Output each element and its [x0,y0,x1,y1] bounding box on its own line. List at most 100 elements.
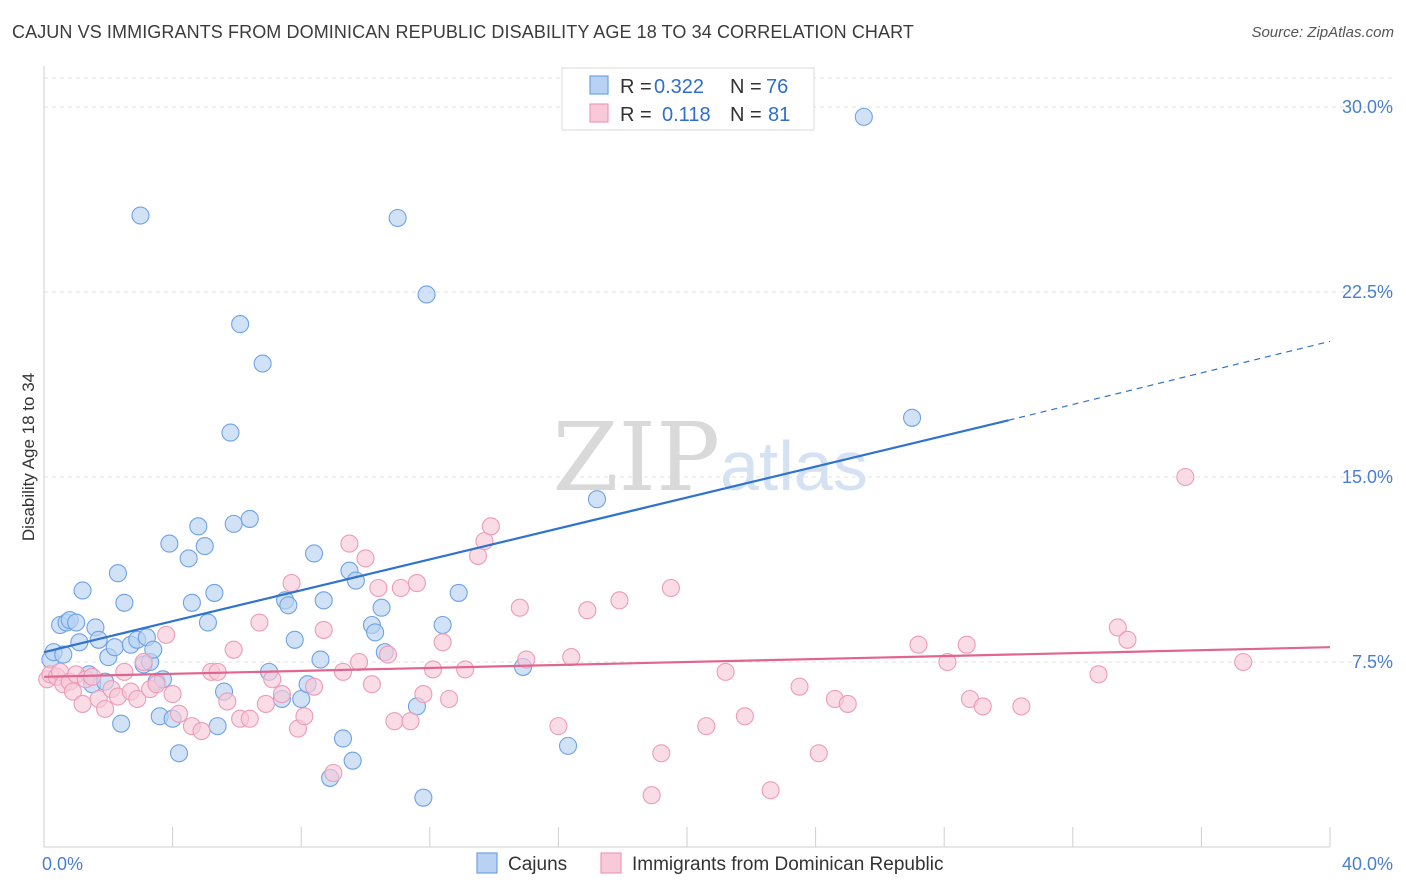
cajun-point-3 [54,645,73,664]
legend-swatch-dominican [589,103,609,123]
dominican-point-20 [147,675,166,694]
legend-n-value-2: 81 [768,104,790,126]
cajun-point-40 [221,423,240,442]
cajun-point-67 [417,285,436,304]
cajun-point-37 [205,583,224,602]
dominican-point-86 [1118,630,1137,649]
y-axis-label: Disability Age 18 to 34 [19,373,38,541]
cajun-point-52 [305,544,324,563]
legend-r-value-2: 0.118 [662,104,711,126]
bottom-legend-swatch-dominican [600,852,622,874]
dominican-point-15 [115,662,134,681]
cajun-point-31 [169,744,189,763]
cajun-point-21 [131,206,150,225]
dominican-point-62 [517,650,536,669]
dominican-point-43 [340,534,359,553]
x-tick-label-min: 0.0% [42,854,83,874]
cajun-point-35 [195,537,214,556]
cajun-point-61 [366,623,385,642]
series-legend: Cajuns Immigrants from Dominican Republi… [476,852,944,875]
dominican-point-21 [157,625,176,644]
dominican-point-28 [218,692,237,711]
watermark: ZIP [553,403,720,513]
x-tick-label-max: 40.0% [1342,854,1393,874]
cajun-point-38 [208,717,227,736]
dominican-point-56 [440,689,459,709]
cajun-point-48 [279,596,298,615]
cajun-point-71 [558,736,578,755]
dominican-point-49 [385,712,404,731]
dominican-point-73 [761,781,780,800]
dominican-point-17 [128,689,147,709]
cajun-point-64 [388,208,407,228]
dominican-point-6 [63,682,82,701]
gridlines [44,77,1393,663]
watermark-atlas: atlas [720,427,868,505]
dominican-point-63 [549,717,568,736]
cajun-point-44 [253,354,272,373]
dominican-point-39 [305,677,324,696]
dominican-point-53 [414,685,433,704]
y-tick-label-3: 30.0% [1342,97,1393,117]
legend-swatch-cajuns [589,75,609,95]
dominican-point-64 [562,648,581,667]
cajun-trend-line [43,419,1009,654]
dominican-point-55 [433,633,452,652]
cajun-point-54 [314,591,333,610]
bottom-legend-label-dominican: Immigrants from Dominican Republic [632,854,944,875]
dominican-point-52 [407,574,426,593]
cajun-point-36 [198,613,218,632]
dominican-point-25 [192,722,211,741]
dominican-point-51 [401,712,420,731]
dominican-trend-line [43,646,1331,678]
cajun-point-56 [333,729,353,748]
dominican-point-67 [642,786,661,805]
cajun-point-6 [67,613,86,632]
dominican-point-85 [1108,618,1127,637]
dominican-point-74 [790,677,809,696]
dominican-point-45 [356,549,375,568]
cajun-point-66 [414,788,433,807]
legend-r-value-1: 0.322 [654,76,704,98]
correlation-legend: R = 0.322 N = 76 R = 0.118 N = 81 [561,67,815,131]
dominican-point-66 [610,591,629,610]
dominican-point-33 [256,694,275,713]
axes [43,66,1331,848]
chart-title: CAJUN VS IMMIGRANTS FROM DOMINICAN REPUB… [12,22,915,42]
bottom-legend-swatch-cajuns [476,852,498,874]
dominican-point-80 [957,635,976,654]
dominican-point-8 [73,694,92,713]
cajun-point-68 [433,615,452,635]
cajun-point-62 [372,598,391,617]
dominican-point-47 [369,578,388,598]
dominican-point-41 [324,763,343,783]
y-tick-label-1: 15.0% [1342,467,1393,487]
dominican-point-75 [809,744,828,763]
dominican-point-69 [661,578,680,598]
cajun-point-74 [902,408,922,427]
cajun-point-33 [182,593,201,612]
dominican-point-70 [697,717,716,736]
cajun-point-58 [343,751,362,770]
cajun-point-42 [231,315,250,334]
dominican-point-23 [169,704,189,723]
dominican-point-87 [1176,467,1195,487]
cajun-point-73 [854,107,873,126]
dominican-point-32 [250,613,269,632]
cajun-point-49 [285,630,304,649]
trend-lines [43,340,1331,678]
dominican-point-71 [716,662,735,681]
dominican-point-18 [134,652,153,672]
cajun-point-18 [115,593,134,612]
dominican-point-78 [909,635,928,654]
dominican-point-36 [282,574,301,593]
legend-n-label-1: N = [730,76,762,98]
dominican-point-38 [295,707,314,726]
cajun-point-17 [112,714,131,733]
dominican-point-77 [838,694,857,713]
dominican-point-54 [423,660,443,679]
cajun-point-32 [179,549,198,568]
legend-r-label-1: R = [620,76,652,98]
dominican-point-60 [481,517,500,536]
data-points [38,107,1253,807]
